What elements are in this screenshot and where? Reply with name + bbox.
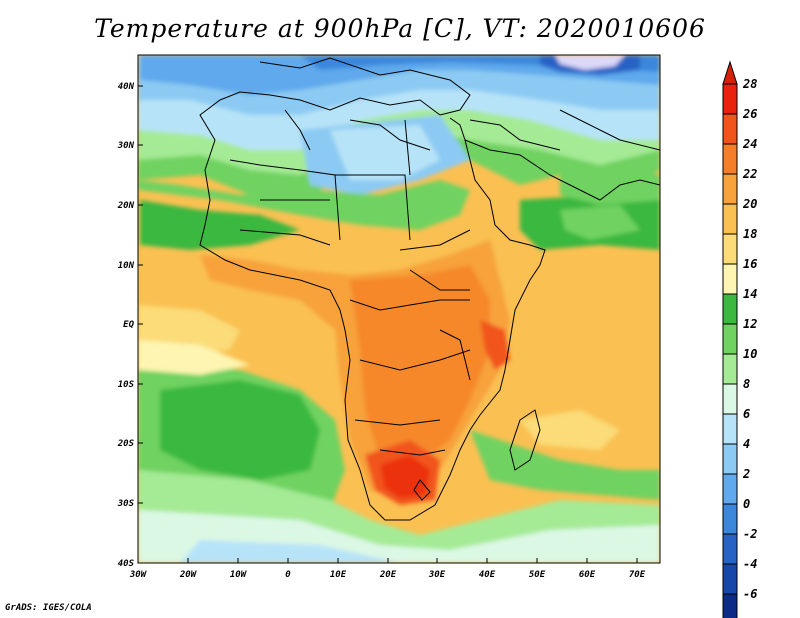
lat-label-40s: 40S (118, 559, 135, 569)
lat-label-10n: 10N (118, 261, 135, 271)
colorbar-swatch (722, 533, 738, 565)
lon-axis: 30W 20W 10W 0 10E 20E 30E 40E 50E 60E 70… (129, 558, 646, 580)
colorbar-label: 10 (743, 347, 757, 361)
colorbar-top-arrow (722, 60, 738, 85)
colorbar-label: 28 (742, 77, 757, 91)
colorbar-swatch (722, 143, 738, 175)
footer-credit: GrADS: IGES/COLA (5, 603, 92, 613)
lat-axis: 40N 30N 20N 10N EQ 10S 20S 30S 40S (117, 82, 143, 569)
lon-label-70e: 70E (629, 570, 646, 580)
colorbar-swatch (722, 413, 738, 445)
map-title: Temperature at 900hPa [C], VT: 202001060… (94, 14, 706, 43)
lon-label-20e: 20E (379, 570, 397, 580)
colorbar-label: 24 (742, 137, 757, 151)
colorbar-swatch (722, 353, 738, 385)
lon-label-60e: 60E (579, 570, 596, 580)
colorbar-swatch (722, 203, 738, 235)
lon-label-20w: 20W (179, 570, 198, 580)
colorbar-label: -6 (743, 587, 757, 601)
colorbar-label: 22 (742, 167, 757, 181)
colorbar-label: 2 (742, 467, 750, 481)
colorbar-swatch (722, 113, 738, 145)
lat-label-30n: 30N (117, 141, 135, 151)
colorbar-label: -2 (743, 527, 757, 541)
colorbar-swatch (722, 173, 738, 205)
lon-label-10e: 10E (330, 570, 347, 580)
colorbar-label: 4 (743, 437, 750, 451)
lat-label-30s: 30S (117, 499, 135, 509)
colorbar-swatch (722, 323, 738, 355)
colorbar-swatch (722, 233, 738, 265)
colorbar-label: 16 (743, 257, 757, 271)
colorbar-label: 20 (742, 197, 757, 211)
lat-label-20n: 20N (117, 201, 135, 211)
lat-label-20s: 20S (117, 439, 135, 449)
colorbar-swatch (722, 263, 738, 295)
lon-label-30e: 30E (428, 570, 446, 580)
colorbar-swatch (722, 503, 738, 535)
colorbar-label: 0 (743, 497, 750, 511)
colorbar-swatch (722, 563, 738, 595)
colorbar-label: 12 (743, 317, 757, 331)
coastlines (199, 57, 660, 521)
lon-label-0: 0 (285, 570, 291, 580)
colorbar-swatch (722, 443, 738, 475)
lon-label-50e: 50E (529, 570, 546, 580)
lat-label-eq: EQ (123, 320, 134, 330)
lat-label-40n: 40N (118, 82, 135, 92)
colorbar-swatch (722, 383, 738, 415)
lon-label-10w: 10W (230, 570, 248, 580)
colorbar-swatch (722, 593, 738, 618)
colorbar-label: 14 (743, 287, 757, 301)
colorbar-swatch (722, 83, 738, 115)
lat-label-10s: 10S (118, 380, 135, 390)
lon-label-30w: 30W (129, 570, 148, 580)
colorbar-label: 26 (742, 107, 757, 121)
colorbar-swatch (722, 293, 738, 325)
colorbar-swatch (722, 473, 738, 505)
lon-label-40e: 40E (479, 570, 496, 580)
colorbar-label: 8 (743, 377, 750, 391)
colorbar-label: -4 (743, 557, 757, 571)
temperature-field (138, 55, 660, 563)
colorbar-label: 6 (743, 407, 750, 421)
colorbar-label: 18 (743, 227, 757, 241)
